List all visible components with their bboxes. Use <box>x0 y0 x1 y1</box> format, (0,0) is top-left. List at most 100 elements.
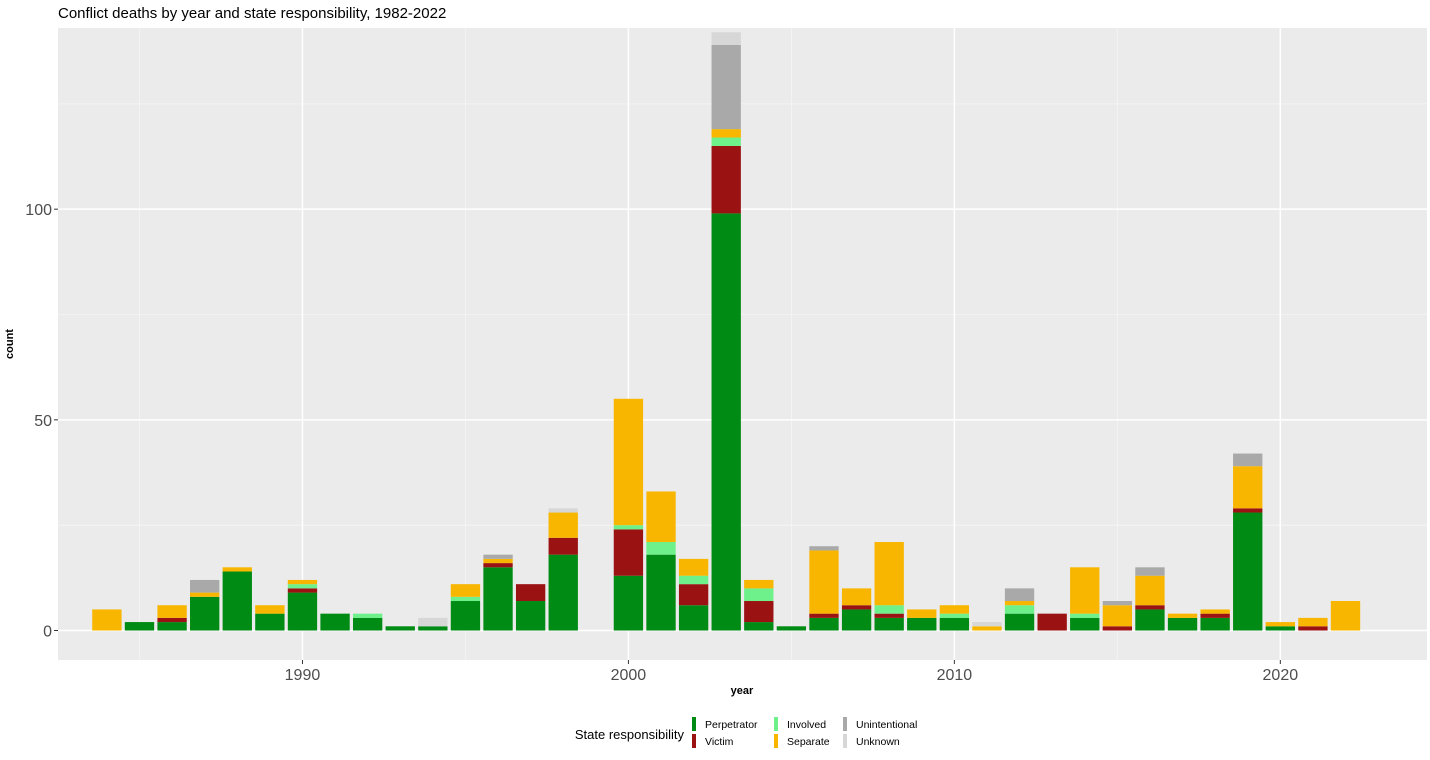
bar-segment-victim <box>287 588 318 593</box>
legend-item-perpetrator: Perpetrator <box>692 717 758 731</box>
legend-key <box>692 717 696 731</box>
bar-segment-separate <box>483 558 513 564</box>
x-axis-title: year <box>731 685 754 697</box>
bar-segment-perpetrator <box>1233 512 1263 631</box>
bar-segment-separate <box>548 512 578 538</box>
bar-segment-victim <box>711 145 741 214</box>
bar-segment-involved <box>744 588 774 602</box>
bar-segment-perpetrator <box>450 601 481 631</box>
bar-segment-separate <box>613 398 644 526</box>
grid-lines <box>58 28 1427 660</box>
bar-segment-perpetrator <box>483 567 513 631</box>
bar-segment-victim <box>1102 626 1133 631</box>
bar-segment-separate <box>646 491 676 543</box>
bar-segment-separate <box>939 605 970 614</box>
bar-segment-perpetrator <box>646 554 676 631</box>
bar-segment-separate <box>907 609 937 618</box>
legend-label: Unknown <box>856 736 900 748</box>
bar-segment-perpetrator <box>124 622 155 631</box>
bar-segment-victim <box>1200 613 1230 618</box>
bar-segment-victim <box>874 613 904 618</box>
bar-segment-separate <box>1298 617 1328 627</box>
bar-segment-separate <box>841 588 872 606</box>
bar-segment-victim <box>515 584 546 602</box>
bar-segment-separate <box>1200 609 1230 614</box>
x-tick-label: 2000 <box>611 667 647 684</box>
legend-item-separate: Separate <box>774 734 830 748</box>
bar-segment-involved <box>613 525 644 530</box>
legend-label: Unintentional <box>856 719 917 731</box>
bar-segment-involved <box>711 137 741 146</box>
axes: 1990 2000 2010 2020 0 50 100 <box>25 202 1298 684</box>
bar-segment-separate <box>287 579 318 585</box>
bar-segment-unintentional <box>190 579 220 593</box>
bar-segment-separate <box>222 567 252 572</box>
bar-segment-separate <box>450 584 481 597</box>
y-tick-label: 100 <box>25 202 52 219</box>
bar-segment-unintentional <box>1102 601 1133 606</box>
bar-segment-separate <box>1167 613 1198 618</box>
bar-segment-separate <box>874 542 904 606</box>
x-tick-label: 1990 <box>285 667 321 684</box>
bar-segment-perpetrator <box>287 592 318 631</box>
bar-segment-perpetrator <box>744 622 774 631</box>
bar-segment-unintentional <box>809 546 839 551</box>
bar-segment-involved <box>287 584 318 589</box>
bar-segment-victim <box>548 537 578 555</box>
legend-key <box>692 734 696 748</box>
bar-segment-perpetrator <box>255 613 285 631</box>
bar-segment-separate <box>1135 575 1165 606</box>
chart-title: Conflict deaths by year and state respon… <box>58 5 446 22</box>
legend-key <box>774 734 778 748</box>
bar-segment-perpetrator <box>809 617 839 631</box>
bar-segment-separate <box>1330 601 1361 631</box>
bar-segment-involved <box>874 605 904 614</box>
bar-segment-involved <box>352 613 383 618</box>
bar-segment-unknown <box>418 617 448 627</box>
bar-segment-separate <box>1004 601 1035 606</box>
bar-segment-separate <box>190 592 220 597</box>
bar-segment-unintentional <box>711 44 741 130</box>
bar-segment-perpetrator <box>841 609 872 631</box>
bar-segment-involved <box>450 596 481 602</box>
bar-segment-victim <box>1037 613 1067 631</box>
bar-segment-separate <box>972 626 1002 631</box>
bar-segment-separate <box>157 605 187 618</box>
bar-segment-separate <box>92 609 122 631</box>
y-axis-title: count <box>4 329 16 359</box>
bar-segment-unknown <box>972 622 1002 627</box>
bar-segment-perpetrator <box>320 613 350 631</box>
bar-segment-victim <box>678 584 709 606</box>
bar-segment-separate <box>678 558 709 576</box>
legend: State responsibility Perpetrator Victim In… <box>575 717 917 748</box>
bar-segment-perpetrator <box>157 622 187 631</box>
bar-segment-separate <box>1102 605 1133 627</box>
bar-segment-perpetrator <box>907 617 937 631</box>
bar-segment-involved <box>646 542 676 555</box>
bar-segment-victim <box>841 605 872 610</box>
legend-key <box>774 717 778 731</box>
bar-segment-separate <box>1265 622 1295 627</box>
legend-item-involved: Involved <box>774 717 826 731</box>
x-tick-label: 2010 <box>937 667 973 684</box>
bar-segment-unintentional <box>1233 453 1263 467</box>
bar-segment-perpetrator <box>222 571 252 631</box>
bar-segment-perpetrator <box>352 617 383 631</box>
bar-segment-perpetrator <box>776 626 807 631</box>
bar-segment-perpetrator <box>678 605 709 631</box>
bar-segment-perpetrator <box>613 575 644 631</box>
bar-segment-involved <box>678 575 709 585</box>
bar-segment-separate <box>255 605 285 614</box>
legend-item-victim: Victim <box>692 734 734 748</box>
legend-item-unintentional: Unintentional <box>843 717 917 731</box>
bar-segment-perpetrator <box>1265 626 1295 631</box>
bar-segment-victim <box>483 563 513 568</box>
bar-segment-perpetrator <box>1004 613 1035 631</box>
bar-segment-separate <box>1233 466 1263 509</box>
bar-segment-perpetrator <box>1167 617 1198 631</box>
bar-segment-victim <box>809 613 839 618</box>
bar-segment-unintentional <box>1004 588 1035 602</box>
legend-item-unknown: Unknown <box>843 734 900 748</box>
